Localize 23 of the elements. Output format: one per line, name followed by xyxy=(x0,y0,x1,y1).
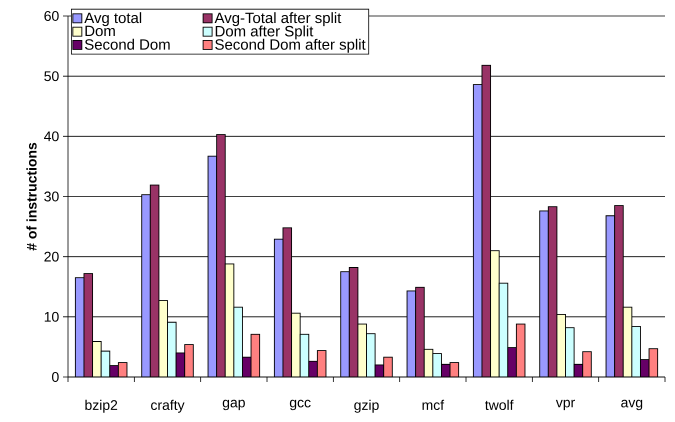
y-tick-label: 0 xyxy=(52,372,59,382)
legend-label: Second Dom xyxy=(84,38,170,50)
legend-label: Dom xyxy=(85,26,115,36)
y-tick-label: 50 xyxy=(44,71,59,82)
x-tick-label: bzip2 xyxy=(85,400,118,413)
legend-label: Avg-Total after split xyxy=(214,12,342,26)
y-tick-label: 10 xyxy=(44,312,59,322)
y-tick-label: 60 xyxy=(44,11,59,21)
y-tick-label: 30 xyxy=(44,192,59,202)
y-tick-label: 40 xyxy=(44,131,59,142)
x-tick-label: gcc xyxy=(290,400,311,410)
legend-label: Second Dom after split xyxy=(215,38,366,53)
x-tick-label: vpr xyxy=(556,400,575,410)
y-axis-title: # of instructions xyxy=(26,142,37,251)
x-tick-label: gap xyxy=(222,400,245,410)
x-tick-label: mcf xyxy=(422,400,444,410)
x-tick-label: twolf xyxy=(485,400,514,410)
legend-label: Avg total xyxy=(84,12,142,26)
x-tick-label: avg xyxy=(621,400,642,410)
legend-label: Dom after Split xyxy=(216,25,314,40)
x-tick-label: gzip xyxy=(354,400,379,413)
x-tick-label: crafty xyxy=(151,400,185,413)
y-tick-label: 20 xyxy=(44,252,59,262)
